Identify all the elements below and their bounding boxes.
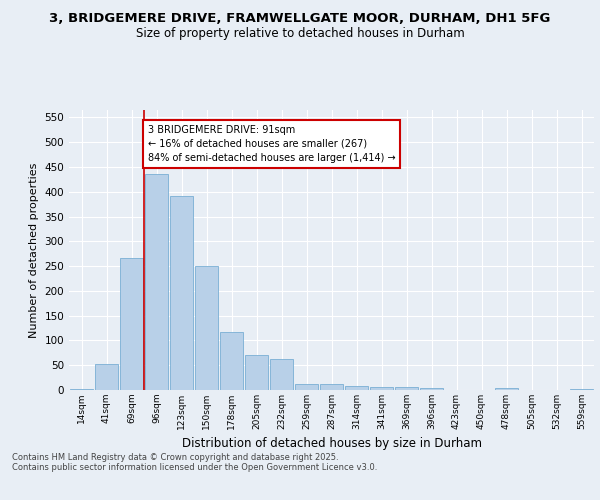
Text: Contains HM Land Registry data © Crown copyright and database right 2025.: Contains HM Land Registry data © Crown c…: [12, 454, 338, 462]
Bar: [395, 387, 418, 390]
Text: Size of property relative to detached houses in Durham: Size of property relative to detached ho…: [136, 28, 464, 40]
Text: 3, BRIDGEMERE DRIVE, FRAMWELLGATE MOOR, DURHAM, DH1 5FG: 3, BRIDGEMERE DRIVE, FRAMWELLGATE MOOR, …: [49, 12, 551, 26]
Y-axis label: Number of detached properties: Number of detached properties: [29, 162, 39, 338]
X-axis label: Distribution of detached houses by size in Durham: Distribution of detached houses by size …: [182, 438, 482, 450]
Bar: [345, 386, 368, 390]
Bar: [170, 196, 193, 390]
Bar: [195, 266, 218, 390]
Bar: [70, 388, 93, 390]
Text: 3 BRIDGEMERE DRIVE: 91sqm
← 16% of detached houses are smaller (267)
84% of semi: 3 BRIDGEMERE DRIVE: 91sqm ← 16% of detac…: [148, 125, 395, 163]
Bar: [420, 388, 443, 390]
Bar: [220, 332, 243, 390]
Bar: [145, 174, 168, 390]
Bar: [270, 359, 293, 390]
Bar: [320, 384, 343, 390]
Bar: [245, 356, 268, 390]
Bar: [120, 258, 143, 390]
Bar: [95, 364, 118, 390]
Bar: [295, 384, 318, 390]
Bar: [495, 388, 518, 390]
Text: Contains public sector information licensed under the Open Government Licence v3: Contains public sector information licen…: [12, 464, 377, 472]
Bar: [370, 386, 393, 390]
Bar: [570, 388, 593, 390]
